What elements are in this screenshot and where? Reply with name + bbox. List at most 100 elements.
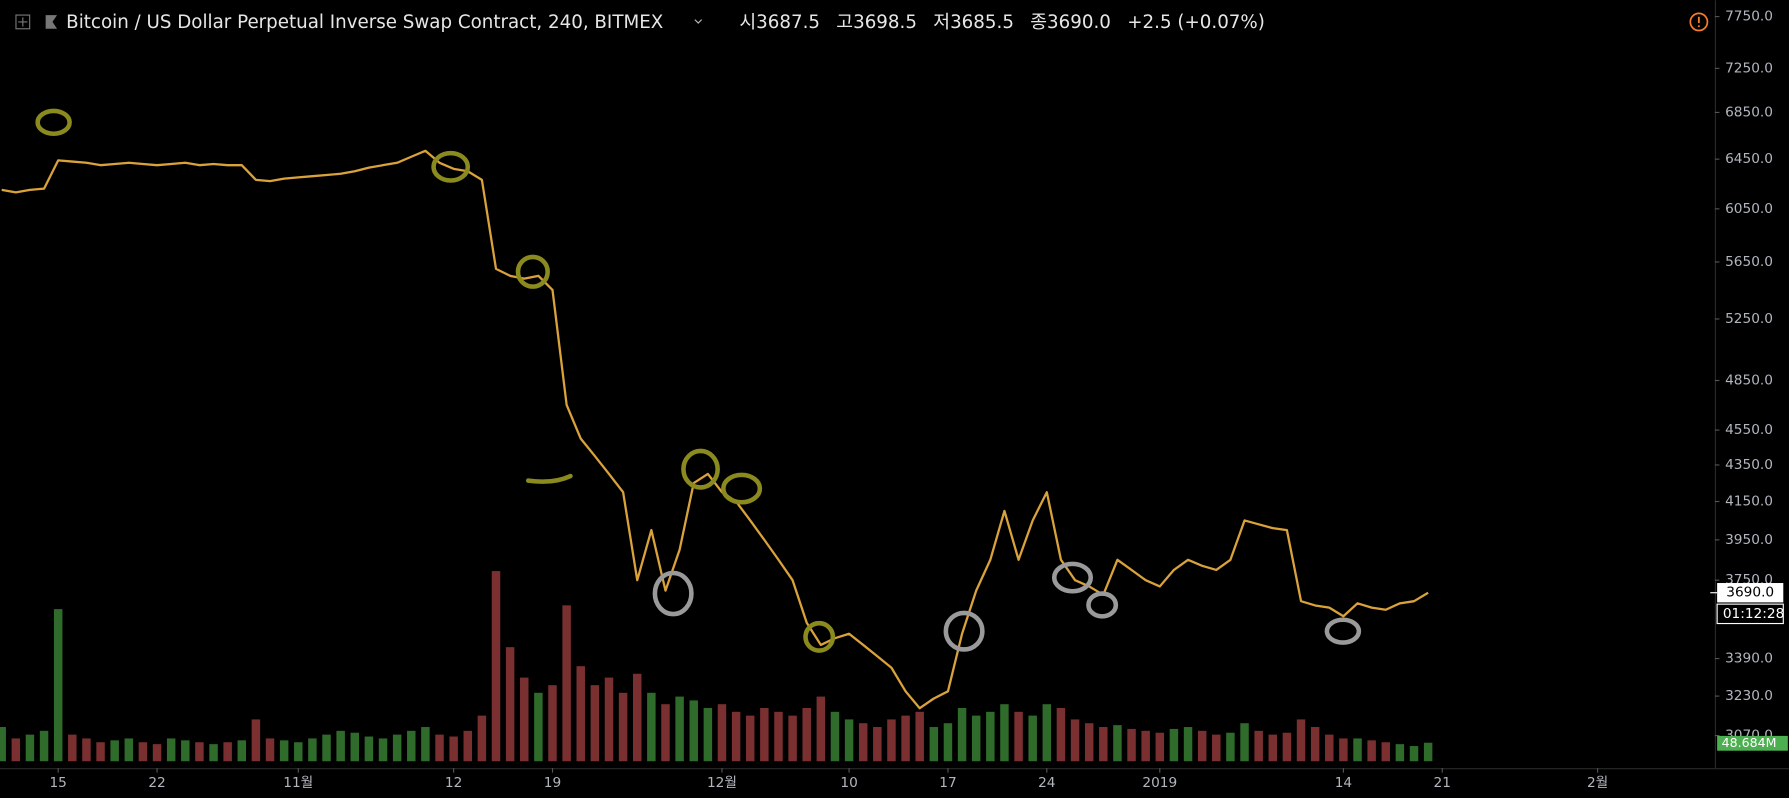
x-tick-label: 2월: [1587, 775, 1608, 791]
volume-bar: [421, 727, 430, 762]
volume-bar: [251, 719, 261, 762]
x-tick-label: 22: [148, 775, 165, 791]
header: Bitcoin / US Dollar Perpetual Inverse Sw…: [15, 12, 1709, 33]
ohlc-high: 고3698.5: [836, 12, 917, 33]
volume-bar: [463, 730, 472, 762]
price-pane: [1, 149, 1429, 710]
volume-bar: [1141, 730, 1150, 762]
volume-bar: [124, 738, 134, 762]
layout-icon: [15, 14, 31, 30]
volume-bar: [1423, 742, 1433, 762]
ohlc-change: +2.5 (+0.07%): [1127, 12, 1265, 33]
volume-bar: [1127, 728, 1136, 762]
volume-bar: [1070, 719, 1080, 762]
volume-bar: [322, 734, 331, 762]
y-tick-label: 3950.0: [1725, 532, 1773, 548]
volume-bar: [647, 692, 656, 762]
volume-bar: [265, 738, 275, 762]
volume-bar: [1254, 730, 1263, 762]
volume-bar: [745, 715, 755, 762]
annotation-circle: [681, 448, 720, 490]
volume-bar: [1325, 734, 1334, 762]
annotation-circle: [1051, 561, 1094, 594]
volume-bar: [661, 704, 670, 762]
x-tick-label: 10: [840, 775, 857, 791]
volume-bar: [929, 727, 939, 762]
volume-bar: [971, 715, 981, 762]
volume-bar: [1099, 727, 1108, 762]
volume-bar: [887, 719, 896, 762]
y-tick-label: 6450.0: [1725, 151, 1773, 167]
volume-bar: [844, 719, 854, 762]
volume-bar: [986, 711, 995, 762]
alert-icon[interactable]: [1689, 12, 1709, 32]
countdown-tag: [1716, 603, 1784, 625]
volume-bar: [1028, 715, 1037, 762]
volume-label: 48.684M: [1722, 735, 1777, 750]
countdown-label: 01:12:28: [1723, 606, 1784, 622]
volume-bar: [717, 704, 727, 762]
volume-bar: [1212, 734, 1221, 762]
volume-bar: [675, 696, 684, 762]
volume-bar: [195, 742, 204, 762]
chart-title: Bitcoin / US Dollar Perpetual Inverse Sw…: [66, 12, 663, 33]
annotation-circle: [721, 472, 763, 505]
annotation-circle: [515, 254, 550, 289]
volume-bar: [407, 730, 416, 762]
last-price-tag: [1717, 583, 1784, 603]
volume-bar: [350, 732, 360, 762]
volume-bar: [223, 742, 232, 762]
volume-bar: [1169, 728, 1179, 762]
annotation-stroke: [525, 473, 573, 484]
y-tick-label: 4550.0: [1725, 422, 1773, 438]
ohlc-open: 시3687.5: [739, 12, 820, 33]
volume-bar: [1240, 723, 1249, 762]
volume-bar: [703, 708, 713, 762]
volume-bar: [1014, 711, 1023, 762]
annotation-circle: [803, 620, 836, 653]
x-tick-label: 11월: [283, 775, 313, 791]
volume-bar: [760, 708, 769, 762]
volume-bar: [505, 647, 515, 762]
volume-bar: [1197, 730, 1207, 762]
volume-bar: [237, 740, 247, 762]
volume-bar: [731, 711, 741, 762]
volume-bar: [39, 730, 49, 762]
volume-bar: [1353, 738, 1362, 762]
volume-bar: [294, 742, 303, 762]
x-tick-label: 12월: [707, 775, 737, 791]
y-tick-label: 4850.0: [1725, 372, 1773, 388]
volume-bar: [138, 742, 148, 762]
y-tick-label: 3230.0: [1725, 688, 1773, 704]
volume-bar: [1268, 734, 1278, 762]
dropdown-chevron[interactable]: [694, 19, 703, 24]
volume-bar: [308, 738, 317, 762]
y-tick-label: 6050.0: [1725, 201, 1773, 217]
volume-bar: [181, 740, 190, 762]
volume-pane: [0, 571, 1433, 762]
volume-bar: [1000, 704, 1009, 762]
volume-bar: [1226, 732, 1235, 762]
volume-bar: [1310, 727, 1320, 762]
volume-bar: [520, 677, 529, 762]
volume-bar: [816, 696, 826, 762]
symbol-flag: [45, 15, 58, 29]
y-tick-label: 6850.0: [1725, 104, 1773, 120]
volume-bar: [1339, 738, 1348, 762]
volume-bar: [1084, 723, 1094, 762]
volume-bar: [915, 711, 924, 762]
volume-bar: [1381, 742, 1391, 762]
volume-bar: [1282, 732, 1292, 762]
axes: 7750.0 7250.0 6850.0 6450.0 6050.0 5650.0 5250…: [49, 9, 1788, 791]
volume-bar: [689, 700, 698, 762]
y-tick-label: 3390.0: [1725, 651, 1773, 667]
y-tick-label: 7250.0: [1725, 60, 1773, 76]
annotation-circle: [431, 150, 471, 183]
y-tick-label: 4150.0: [1725, 494, 1773, 510]
volume-bar: [491, 571, 501, 762]
y-tick-label: 5250.0: [1725, 311, 1773, 327]
volume-bar: [110, 740, 119, 762]
annotation-circle: [1086, 591, 1119, 619]
volume-bar: [873, 727, 882, 762]
volume-bar: [392, 734, 402, 762]
